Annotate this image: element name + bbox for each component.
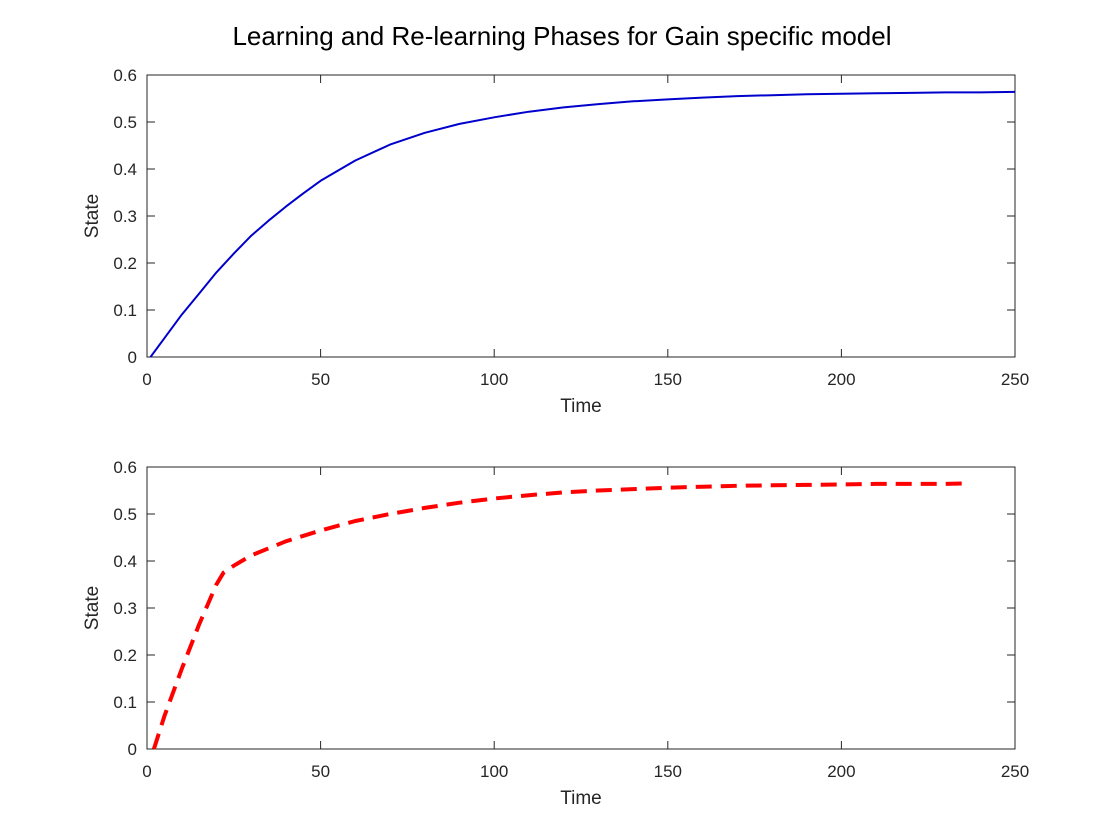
x-tick-label: 50 xyxy=(311,370,330,389)
x-tick-label: 200 xyxy=(827,370,855,389)
y-tick-label: 0.1 xyxy=(113,301,137,320)
y-tick-label: 0.4 xyxy=(113,552,137,571)
figure-title: Learning and Re-learning Phases for Gain… xyxy=(232,21,891,51)
y-tick-label: 0.5 xyxy=(113,505,137,524)
y-tick-label: 0 xyxy=(128,348,137,367)
y-tick-label: 0.3 xyxy=(113,599,137,618)
x-tick-label: 250 xyxy=(1001,762,1029,781)
x-axis-label: Time xyxy=(560,788,602,809)
y-tick-label: 0.2 xyxy=(113,646,137,665)
x-tick-label: 100 xyxy=(480,762,508,781)
x-tick-label: 50 xyxy=(311,762,330,781)
relearning-series-line xyxy=(151,481,967,750)
y-tick-label: 0.4 xyxy=(113,160,137,179)
x-axis-label: Time xyxy=(560,396,602,417)
y-axis-label: State xyxy=(82,194,103,238)
y-tick-label: 0.3 xyxy=(113,207,137,226)
x-tick-label: 250 xyxy=(1001,370,1029,389)
x-tick-label: 150 xyxy=(654,370,682,389)
plot-area xyxy=(146,466,1016,750)
y-axis-label: State xyxy=(82,586,103,630)
x-tick-label: 200 xyxy=(827,762,855,781)
y-tick-label: 0.5 xyxy=(113,113,137,132)
plot-area xyxy=(146,74,1016,358)
y-tick-label: 0.1 xyxy=(113,693,137,712)
subplot-learning: 0 50 100 150 200 250 0 0.1 0.2 0.3 0.4 0.5 0.6 Time St… xyxy=(82,66,1029,417)
y-tick-label: 0.2 xyxy=(113,254,137,273)
y-tick-label: 0.6 xyxy=(113,66,137,85)
x-tick-label: 0 xyxy=(142,370,151,389)
x-tick-label: 150 xyxy=(654,762,682,781)
learning-series-line xyxy=(149,90,1016,358)
x-tick-label: 100 xyxy=(480,370,508,389)
y-tick-label: 0.6 xyxy=(113,458,137,477)
subplot-relearning: 0 50 100 150 200 250 0 0.1 0.2 0.3 0.4 0.5 0.6 Time St… xyxy=(82,458,1029,809)
x-tick-label: 0 xyxy=(142,762,151,781)
y-tick-label: 0 xyxy=(128,740,137,759)
